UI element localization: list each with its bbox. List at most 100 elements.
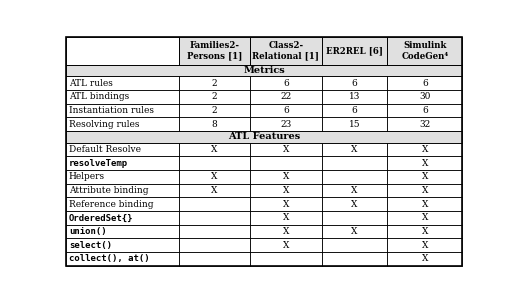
Bar: [322, 170, 387, 184]
Bar: [387, 238, 462, 252]
Bar: [322, 156, 387, 170]
Bar: [180, 156, 250, 170]
Bar: [250, 103, 322, 117]
Bar: [322, 37, 387, 64]
Text: X: X: [422, 200, 428, 209]
Bar: [67, 64, 462, 76]
Bar: [250, 117, 322, 131]
Bar: [322, 76, 387, 90]
Bar: [180, 197, 250, 211]
Bar: [67, 64, 462, 76]
Bar: [387, 37, 462, 64]
Text: 15: 15: [349, 120, 360, 129]
Bar: [322, 156, 387, 170]
Bar: [67, 211, 180, 225]
Text: 2: 2: [212, 106, 217, 115]
Text: 22: 22: [280, 92, 292, 101]
Bar: [250, 156, 322, 170]
Text: 6: 6: [422, 106, 428, 115]
Bar: [250, 197, 322, 211]
Bar: [180, 238, 250, 252]
Text: collect(), at(): collect(), at(): [69, 254, 150, 263]
Bar: [180, 142, 250, 156]
Bar: [67, 156, 180, 170]
Bar: [250, 117, 322, 131]
Text: X: X: [351, 200, 358, 209]
Bar: [180, 184, 250, 197]
Bar: [180, 37, 250, 64]
Bar: [322, 37, 387, 64]
Bar: [67, 238, 180, 252]
Bar: [387, 37, 462, 64]
Text: union(): union(): [69, 227, 106, 236]
Bar: [67, 184, 180, 197]
Text: 6: 6: [283, 106, 289, 115]
Bar: [322, 252, 387, 266]
Bar: [67, 170, 180, 184]
Bar: [387, 184, 462, 197]
Bar: [180, 117, 250, 131]
Bar: [67, 142, 180, 156]
Bar: [250, 103, 322, 117]
Bar: [180, 197, 250, 211]
Bar: [250, 238, 322, 252]
Bar: [387, 103, 462, 117]
Bar: [180, 76, 250, 90]
Text: OrderedSet{}: OrderedSet{}: [69, 213, 134, 222]
Text: X: X: [422, 241, 428, 250]
Text: 32: 32: [419, 120, 430, 129]
Bar: [387, 90, 462, 104]
Bar: [180, 170, 250, 184]
Text: Simulink
CodeGen⁴: Simulink CodeGen⁴: [401, 41, 448, 61]
Text: X: X: [422, 227, 428, 236]
Bar: [67, 184, 180, 197]
Text: ATL rules: ATL rules: [69, 79, 113, 88]
Bar: [67, 37, 180, 64]
Bar: [67, 142, 180, 156]
Text: X: X: [283, 227, 289, 236]
Bar: [67, 170, 180, 184]
Bar: [180, 211, 250, 225]
Bar: [322, 184, 387, 197]
Bar: [322, 90, 387, 104]
Text: ER2REL [6]: ER2REL [6]: [326, 46, 383, 55]
Bar: [180, 156, 250, 170]
Text: 23: 23: [280, 120, 292, 129]
Bar: [180, 76, 250, 90]
Bar: [250, 37, 322, 64]
Text: 30: 30: [419, 92, 430, 101]
Text: Resolving rules: Resolving rules: [69, 120, 139, 129]
Text: X: X: [351, 145, 358, 154]
Bar: [180, 225, 250, 238]
Bar: [322, 238, 387, 252]
Bar: [387, 211, 462, 225]
Bar: [67, 90, 180, 104]
Bar: [180, 117, 250, 131]
Bar: [387, 184, 462, 197]
Bar: [250, 76, 322, 90]
Text: X: X: [351, 227, 358, 236]
Bar: [250, 225, 322, 238]
Text: ATL Features: ATL Features: [228, 132, 301, 141]
Text: select(): select(): [69, 241, 112, 250]
Text: X: X: [422, 145, 428, 154]
Bar: [67, 156, 180, 170]
Text: X: X: [212, 172, 218, 181]
Bar: [180, 90, 250, 104]
Text: X: X: [212, 145, 218, 154]
Text: X: X: [422, 254, 428, 263]
Bar: [322, 170, 387, 184]
Bar: [67, 225, 180, 238]
Text: X: X: [422, 186, 428, 195]
Text: X: X: [422, 159, 428, 168]
Bar: [180, 170, 250, 184]
Bar: [387, 76, 462, 90]
Bar: [387, 225, 462, 238]
Bar: [387, 156, 462, 170]
Bar: [322, 197, 387, 211]
Bar: [250, 37, 322, 64]
Bar: [180, 225, 250, 238]
Bar: [67, 252, 180, 266]
Text: 2: 2: [212, 79, 217, 88]
Text: X: X: [283, 186, 289, 195]
